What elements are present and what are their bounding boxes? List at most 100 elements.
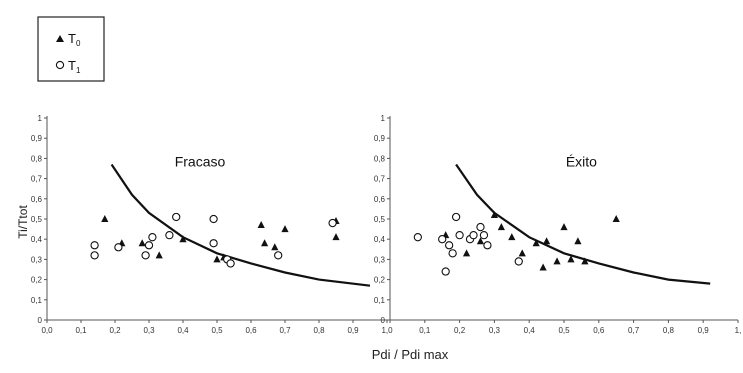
x-tick-label: 0,7 — [279, 326, 291, 335]
t0-point — [539, 263, 547, 271]
y-tick-label: 0,6 — [374, 195, 386, 204]
t1-point — [476, 222, 485, 232]
t0-point — [543, 237, 551, 245]
x-tick-label: 0,5 — [211, 326, 223, 335]
t0-point — [281, 225, 289, 233]
t0-point — [271, 243, 279, 251]
t1-point — [479, 231, 489, 240]
x-tick-label: 1,0 — [381, 326, 393, 335]
legend-box — [37, 16, 105, 82]
y-tick-label: 1 — [381, 114, 386, 123]
y-tick-label: 0,9 — [31, 134, 43, 143]
t1-point — [209, 239, 218, 248]
t0-point — [257, 221, 265, 229]
y-tick-label: 0,6 — [31, 195, 43, 204]
t0-point — [155, 251, 163, 259]
t1-point — [141, 251, 150, 260]
t0-point — [261, 239, 269, 247]
t1-point — [90, 251, 99, 260]
t1-point — [209, 214, 218, 224]
y-tick-label: 0,7 — [31, 175, 43, 184]
x-tick-label: 0,2 — [109, 326, 121, 335]
legend-triangle-marker — [56, 35, 64, 42]
y-tick-label: 0,2 — [31, 276, 43, 285]
y-tick-label: 1 — [38, 114, 43, 123]
legend-label-t1: T1 — [68, 58, 81, 75]
t1-point — [455, 231, 464, 240]
y-tick-label: 0,5 — [374, 215, 386, 224]
x-tick-label: 0,3 — [143, 326, 155, 335]
t1-point — [148, 233, 157, 242]
x-tick-label: 0,9 — [698, 326, 710, 335]
t0-point — [213, 255, 221, 263]
y-tick-label: 0,2 — [374, 276, 386, 285]
y-tick-label: 0 — [381, 316, 386, 325]
x-tick-label: 0,0 — [41, 326, 53, 335]
t0-point — [553, 257, 561, 265]
t0-point — [138, 239, 146, 247]
t0-point — [581, 257, 589, 265]
t1-point — [172, 212, 181, 222]
t0-point — [560, 223, 568, 231]
y-tick-label: 0,8 — [31, 154, 43, 163]
t0-point — [508, 233, 516, 241]
threshold-curve — [110, 163, 371, 287]
y-tick-label: 0,7 — [374, 175, 386, 184]
annotation-label: Fracaso — [175, 153, 226, 169]
legend: T0 T1 — [37, 16, 105, 82]
t1-point — [483, 241, 492, 250]
t0-point — [518, 249, 526, 257]
t1-point — [448, 249, 457, 258]
y-axis-label: Ti/Ttot — [16, 205, 30, 239]
t1-point — [165, 231, 174, 240]
annotation-label: Éxito — [566, 153, 597, 169]
x-tick-label: 0,8 — [663, 326, 675, 335]
t1-point — [328, 218, 337, 228]
x-tick-label: 0,6 — [593, 326, 605, 335]
y-tick-label: 0,1 — [31, 296, 43, 305]
t1-point — [441, 267, 450, 276]
t1-point — [226, 259, 235, 268]
legend-circle-marker — [55, 60, 65, 70]
x-tick-label: 0,9 — [347, 326, 359, 335]
y-tick-label: 0,5 — [31, 215, 43, 224]
x-tick-label: 0,1 — [75, 326, 87, 335]
t0-point — [532, 239, 540, 247]
x-tick-label: 0,2 — [454, 326, 466, 335]
y-tick-label: 0,8 — [374, 154, 386, 163]
t0-point — [490, 210, 498, 218]
x-tick-label: 1, — [735, 326, 742, 335]
t1-point — [90, 241, 99, 250]
t1-point — [413, 233, 422, 242]
x-tick-label: 0,1 — [419, 326, 431, 335]
t0-point — [612, 215, 620, 222]
x-tick-label: 0,4 — [177, 326, 189, 335]
t1-point — [114, 243, 123, 252]
t1-point — [445, 241, 454, 250]
legend-label-t0: T0 — [68, 31, 81, 48]
t0-point — [574, 237, 582, 245]
t0-point — [462, 249, 471, 257]
t1-point — [438, 235, 447, 244]
x-tick-label: 0,3 — [489, 326, 501, 335]
y-tick-label: 0,4 — [374, 235, 386, 244]
y-tick-label: 0,1 — [374, 296, 386, 305]
x-tick-label: 0,4 — [524, 326, 536, 335]
t0-point — [332, 233, 340, 241]
y-tick-label: 0,9 — [374, 134, 386, 143]
t0-point — [101, 215, 109, 222]
y-tick-label: 0,3 — [31, 255, 43, 264]
x-tick-label: 0,5 — [558, 326, 570, 335]
t1-point — [451, 212, 461, 222]
t1-point — [469, 231, 478, 240]
y-tick-label: 0,3 — [374, 255, 386, 264]
t0-point — [179, 235, 187, 243]
t1-point — [514, 257, 523, 266]
x-tick-label: 0,8 — [313, 326, 325, 335]
t0-point — [567, 255, 575, 263]
t1-point — [144, 241, 154, 250]
t0-point — [476, 237, 485, 245]
x-tick-label: 0,6 — [245, 326, 257, 335]
t0-point — [497, 223, 505, 231]
